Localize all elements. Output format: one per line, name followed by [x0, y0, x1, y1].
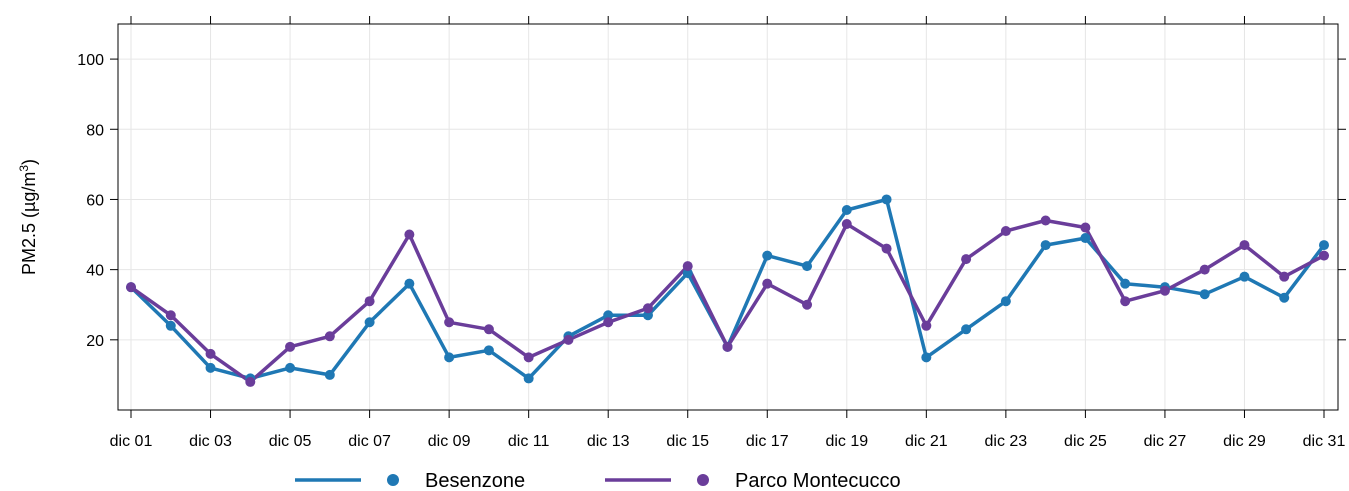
data-point-0 [603, 310, 614, 321]
data-point-1 [364, 296, 375, 307]
x-tick-label: dic 01 [110, 433, 153, 450]
data-point-0 [404, 278, 415, 289]
data-point-0 [324, 369, 335, 380]
x-tick-label: dic 23 [985, 433, 1028, 450]
data-point-0 [444, 352, 455, 363]
data-point-0 [841, 204, 852, 215]
y-axis-title-superscript: 3 [17, 165, 31, 172]
x-tick-label: dic 09 [428, 433, 471, 450]
data-point-0 [1279, 292, 1290, 303]
data-point-1 [1239, 240, 1250, 251]
data-point-1 [523, 352, 534, 363]
legend-label-0: Besenzone [425, 470, 525, 491]
x-tick-label: dic 31 [1303, 433, 1346, 450]
data-point-0 [1319, 240, 1329, 251]
data-point-1 [1319, 250, 1329, 261]
data-point-1 [1040, 215, 1051, 226]
data-point-0 [483, 345, 494, 356]
data-point-1 [285, 341, 296, 352]
x-tick-label: dic 17 [746, 433, 789, 450]
data-point-0 [1080, 233, 1091, 244]
x-tick-label: dic 05 [269, 433, 312, 450]
data-point-0 [1000, 296, 1011, 307]
data-point-1 [1279, 271, 1290, 282]
data-point-0 [642, 310, 653, 321]
x-tick-label: dic 19 [825, 433, 868, 450]
legend-marker-0 [387, 474, 399, 486]
axes: dic 01 dic 03 dic 05 dic 07 dic 09 dic 11 dic … [77, 16, 1346, 450]
data-point-1 [603, 317, 614, 328]
legend-marker-1 [697, 474, 709, 486]
data-point-0 [682, 268, 693, 279]
x-tick-label: dic 27 [1144, 433, 1187, 450]
data-point-1 [921, 320, 932, 331]
data-point-1 [1000, 226, 1011, 237]
data-point-1 [642, 303, 653, 314]
x-tick-label: dic 25 [1064, 433, 1107, 450]
series-line-1 [129, 218, 1326, 384]
x-tick-label: dic 07 [348, 433, 391, 450]
data-point-1 [324, 331, 335, 342]
data-point-0 [165, 320, 176, 331]
data-point-0 [961, 324, 972, 335]
data-point-1 [762, 278, 773, 289]
series-lines [129, 197, 1326, 384]
y-tick-label: 40 [86, 263, 104, 280]
data-point-0 [205, 362, 216, 373]
y-tick-label: 60 [86, 192, 104, 209]
x-tick-label: dic 11 [508, 433, 550, 450]
series-points [126, 194, 1329, 387]
data-point-1 [722, 341, 733, 352]
x-tick-label: dic 15 [666, 433, 709, 450]
data-point-1 [1199, 264, 1210, 275]
data-point-1 [1120, 296, 1131, 307]
grid-lines [118, 24, 1338, 410]
legend-label-1: Parco Montecucco [735, 470, 901, 491]
data-point-1 [245, 376, 256, 387]
legend: Besenzone Parco Montecucco [295, 470, 901, 491]
data-point-0 [802, 261, 813, 272]
data-point-0 [1120, 278, 1131, 289]
x-tick-label: dic 03 [189, 433, 232, 450]
data-point-1 [444, 317, 455, 328]
data-point-1 [126, 282, 136, 293]
y-axis-title: PM2.5 (µg/m3) [17, 159, 39, 275]
data-point-1 [1159, 285, 1170, 296]
data-point-0 [1199, 289, 1210, 300]
y-tick-label: 20 [86, 333, 104, 350]
data-point-1 [165, 310, 176, 321]
x-tick-label: dic 29 [1223, 433, 1266, 450]
data-point-1 [1080, 222, 1091, 233]
plot-frame [117, 23, 1339, 411]
data-point-0 [881, 194, 892, 205]
data-point-1 [682, 261, 693, 272]
data-point-1 [802, 299, 813, 310]
y-tick-label: 100 [77, 52, 104, 69]
y-tick-label: 80 [86, 122, 104, 139]
data-point-0 [1239, 271, 1250, 282]
data-point-0 [285, 362, 296, 373]
data-point-1 [881, 243, 892, 254]
data-point-1 [563, 334, 574, 345]
data-point-0 [364, 317, 375, 328]
data-point-1 [404, 229, 415, 240]
data-point-0 [523, 373, 534, 384]
data-point-0 [921, 352, 932, 363]
data-point-0 [762, 250, 773, 261]
data-point-1 [841, 219, 852, 230]
data-point-0 [1040, 240, 1051, 251]
x-tick-label: dic 21 [905, 433, 948, 450]
data-point-1 [205, 348, 216, 359]
data-point-1 [483, 324, 494, 335]
data-point-1 [961, 254, 972, 265]
x-tick-label: dic 13 [587, 433, 630, 450]
